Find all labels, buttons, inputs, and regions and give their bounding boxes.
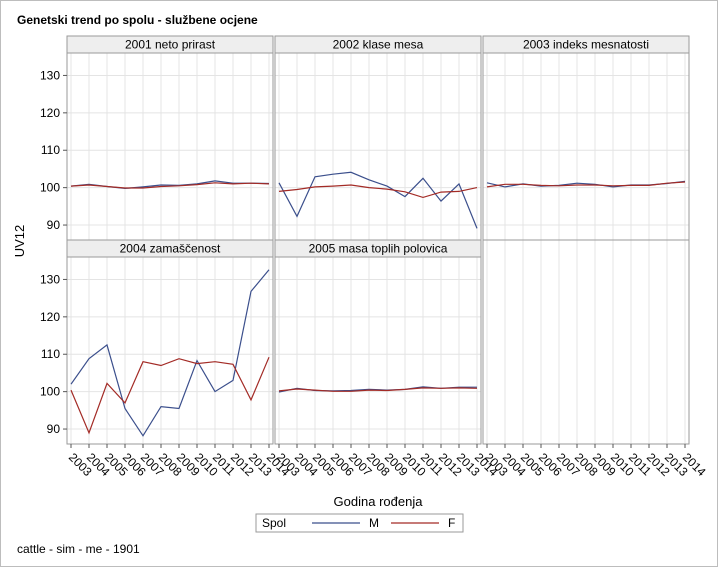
series-line-M	[70, 269, 270, 437]
series-line-F	[278, 387, 478, 392]
panel-frame	[274, 52, 482, 241]
y-axis-title: UV12	[12, 225, 27, 258]
y-tick-label: 120	[40, 106, 60, 120]
footer-note: cattle - sim - me - 1901	[17, 542, 140, 556]
series-line-F	[70, 356, 270, 435]
y-tick-label: 110	[41, 143, 60, 157]
series-line-M	[278, 171, 478, 229]
series-line-F	[278, 184, 478, 199]
panel-title: 2005 masa toplih polovica	[309, 242, 448, 256]
panel-frame	[66, 52, 274, 241]
panel-empty-frame	[482, 239, 690, 445]
legend-label-M: M	[369, 516, 379, 530]
y-tick-label: 130	[40, 272, 60, 286]
y-tick-label: 110	[41, 347, 60, 361]
y-tick-label: 100	[40, 385, 60, 399]
y-tick-label: 100	[40, 181, 60, 195]
panel-frame	[66, 256, 274, 445]
x-axis-title: Godina rođenja	[334, 494, 424, 509]
panel-title: 2002 klase mesa	[333, 38, 424, 52]
y-tick-label: 130	[40, 68, 60, 82]
y-tick-label: 120	[40, 310, 60, 324]
legend-label-F: F	[448, 516, 455, 530]
panel-frame	[274, 256, 482, 445]
series-line-F	[486, 181, 686, 188]
y-tick-label: 90	[47, 422, 61, 436]
panel-title: 2004 zamaščenost	[120, 242, 221, 256]
panel-title: 2003 indeks mesnatosti	[523, 38, 649, 52]
legend-title: Spol	[262, 516, 286, 530]
page-title: Genetski trend po spolu - službene ocjen…	[17, 13, 258, 27]
legend: Spol M F	[255, 513, 464, 533]
panel-title: 2001 neto prirast	[125, 38, 216, 52]
series-line-F	[70, 182, 270, 189]
panel-frame	[482, 52, 690, 241]
y-tick-label: 90	[47, 218, 61, 232]
